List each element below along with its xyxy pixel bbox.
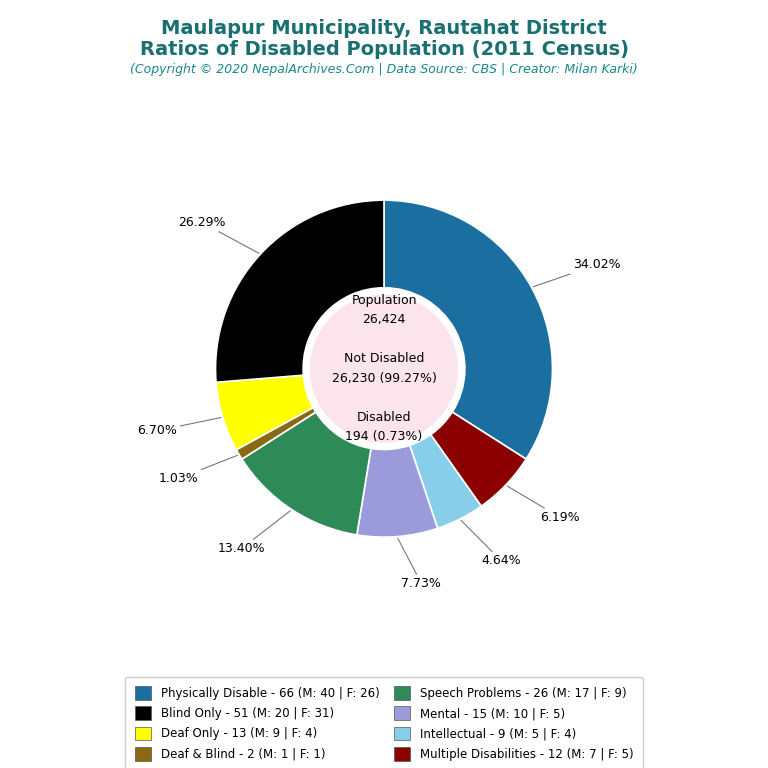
Text: Maulapur Municipality, Rautahat District: Maulapur Municipality, Rautahat District — [161, 19, 607, 38]
Text: 4.64%: 4.64% — [461, 521, 521, 568]
Text: 26.29%: 26.29% — [178, 216, 259, 253]
Text: 34.02%: 34.02% — [533, 258, 621, 286]
Text: 6.19%: 6.19% — [507, 486, 580, 524]
Circle shape — [310, 294, 458, 443]
Wedge shape — [216, 200, 384, 382]
Legend: Physically Disable - 66 (M: 40 | F: 26), Blind Only - 51 (M: 20 | F: 31), Deaf O: Physically Disable - 66 (M: 40 | F: 26),… — [125, 677, 643, 768]
Text: Ratios of Disabled Population (2011 Census): Ratios of Disabled Population (2011 Cens… — [140, 40, 628, 59]
Wedge shape — [237, 408, 316, 459]
Text: Population
26,424

Not Disabled
26,230 (99.27%)

Disabled
194 (0.73%): Population 26,424 Not Disabled 26,230 (9… — [332, 294, 436, 443]
Wedge shape — [216, 376, 313, 450]
Text: (Copyright © 2020 NepalArchives.Com | Data Source: CBS | Creator: Milan Karki): (Copyright © 2020 NepalArchives.Com | Da… — [130, 63, 638, 76]
Wedge shape — [410, 435, 482, 528]
Text: 1.03%: 1.03% — [159, 455, 237, 485]
Wedge shape — [357, 445, 438, 537]
Text: 7.73%: 7.73% — [398, 538, 442, 590]
Wedge shape — [384, 200, 552, 459]
Wedge shape — [242, 412, 371, 535]
Wedge shape — [431, 412, 526, 506]
Text: 6.70%: 6.70% — [137, 418, 221, 437]
Text: 13.40%: 13.40% — [217, 511, 290, 555]
